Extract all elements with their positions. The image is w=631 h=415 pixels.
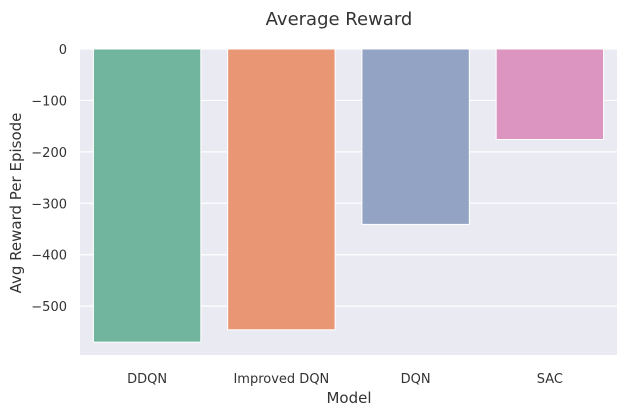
y-tick-label: −500 — [31, 300, 67, 315]
x-tick-label: SAC — [537, 372, 563, 387]
chart-title: Average Reward — [266, 9, 413, 30]
bar-ddqn — [92, 48, 202, 343]
y-tick-label: −400 — [31, 249, 67, 264]
bar-improved-dqn — [227, 48, 336, 331]
x-axis-label: Model — [326, 389, 371, 407]
y-axis-label: Avg Reward Per Episode — [7, 113, 25, 294]
x-tick-label: DQN — [401, 372, 431, 387]
bar-dqn — [361, 48, 470, 225]
bars — [92, 48, 605, 343]
y-tick-label: −200 — [31, 146, 67, 161]
bar-sac — [495, 48, 605, 141]
y-tick-label: −100 — [31, 94, 67, 109]
x-axis-ticks: DDQN Improved DQN DQN SAC — [127, 372, 563, 387]
y-tick-label: 0 — [59, 43, 67, 58]
y-axis-ticks: 0 −100 −200 −300 −400 −500 — [31, 43, 67, 315]
x-tick-label: Improved DQN — [233, 372, 329, 387]
x-tick-label: DDQN — [127, 372, 167, 387]
y-tick-label: −300 — [31, 197, 67, 212]
